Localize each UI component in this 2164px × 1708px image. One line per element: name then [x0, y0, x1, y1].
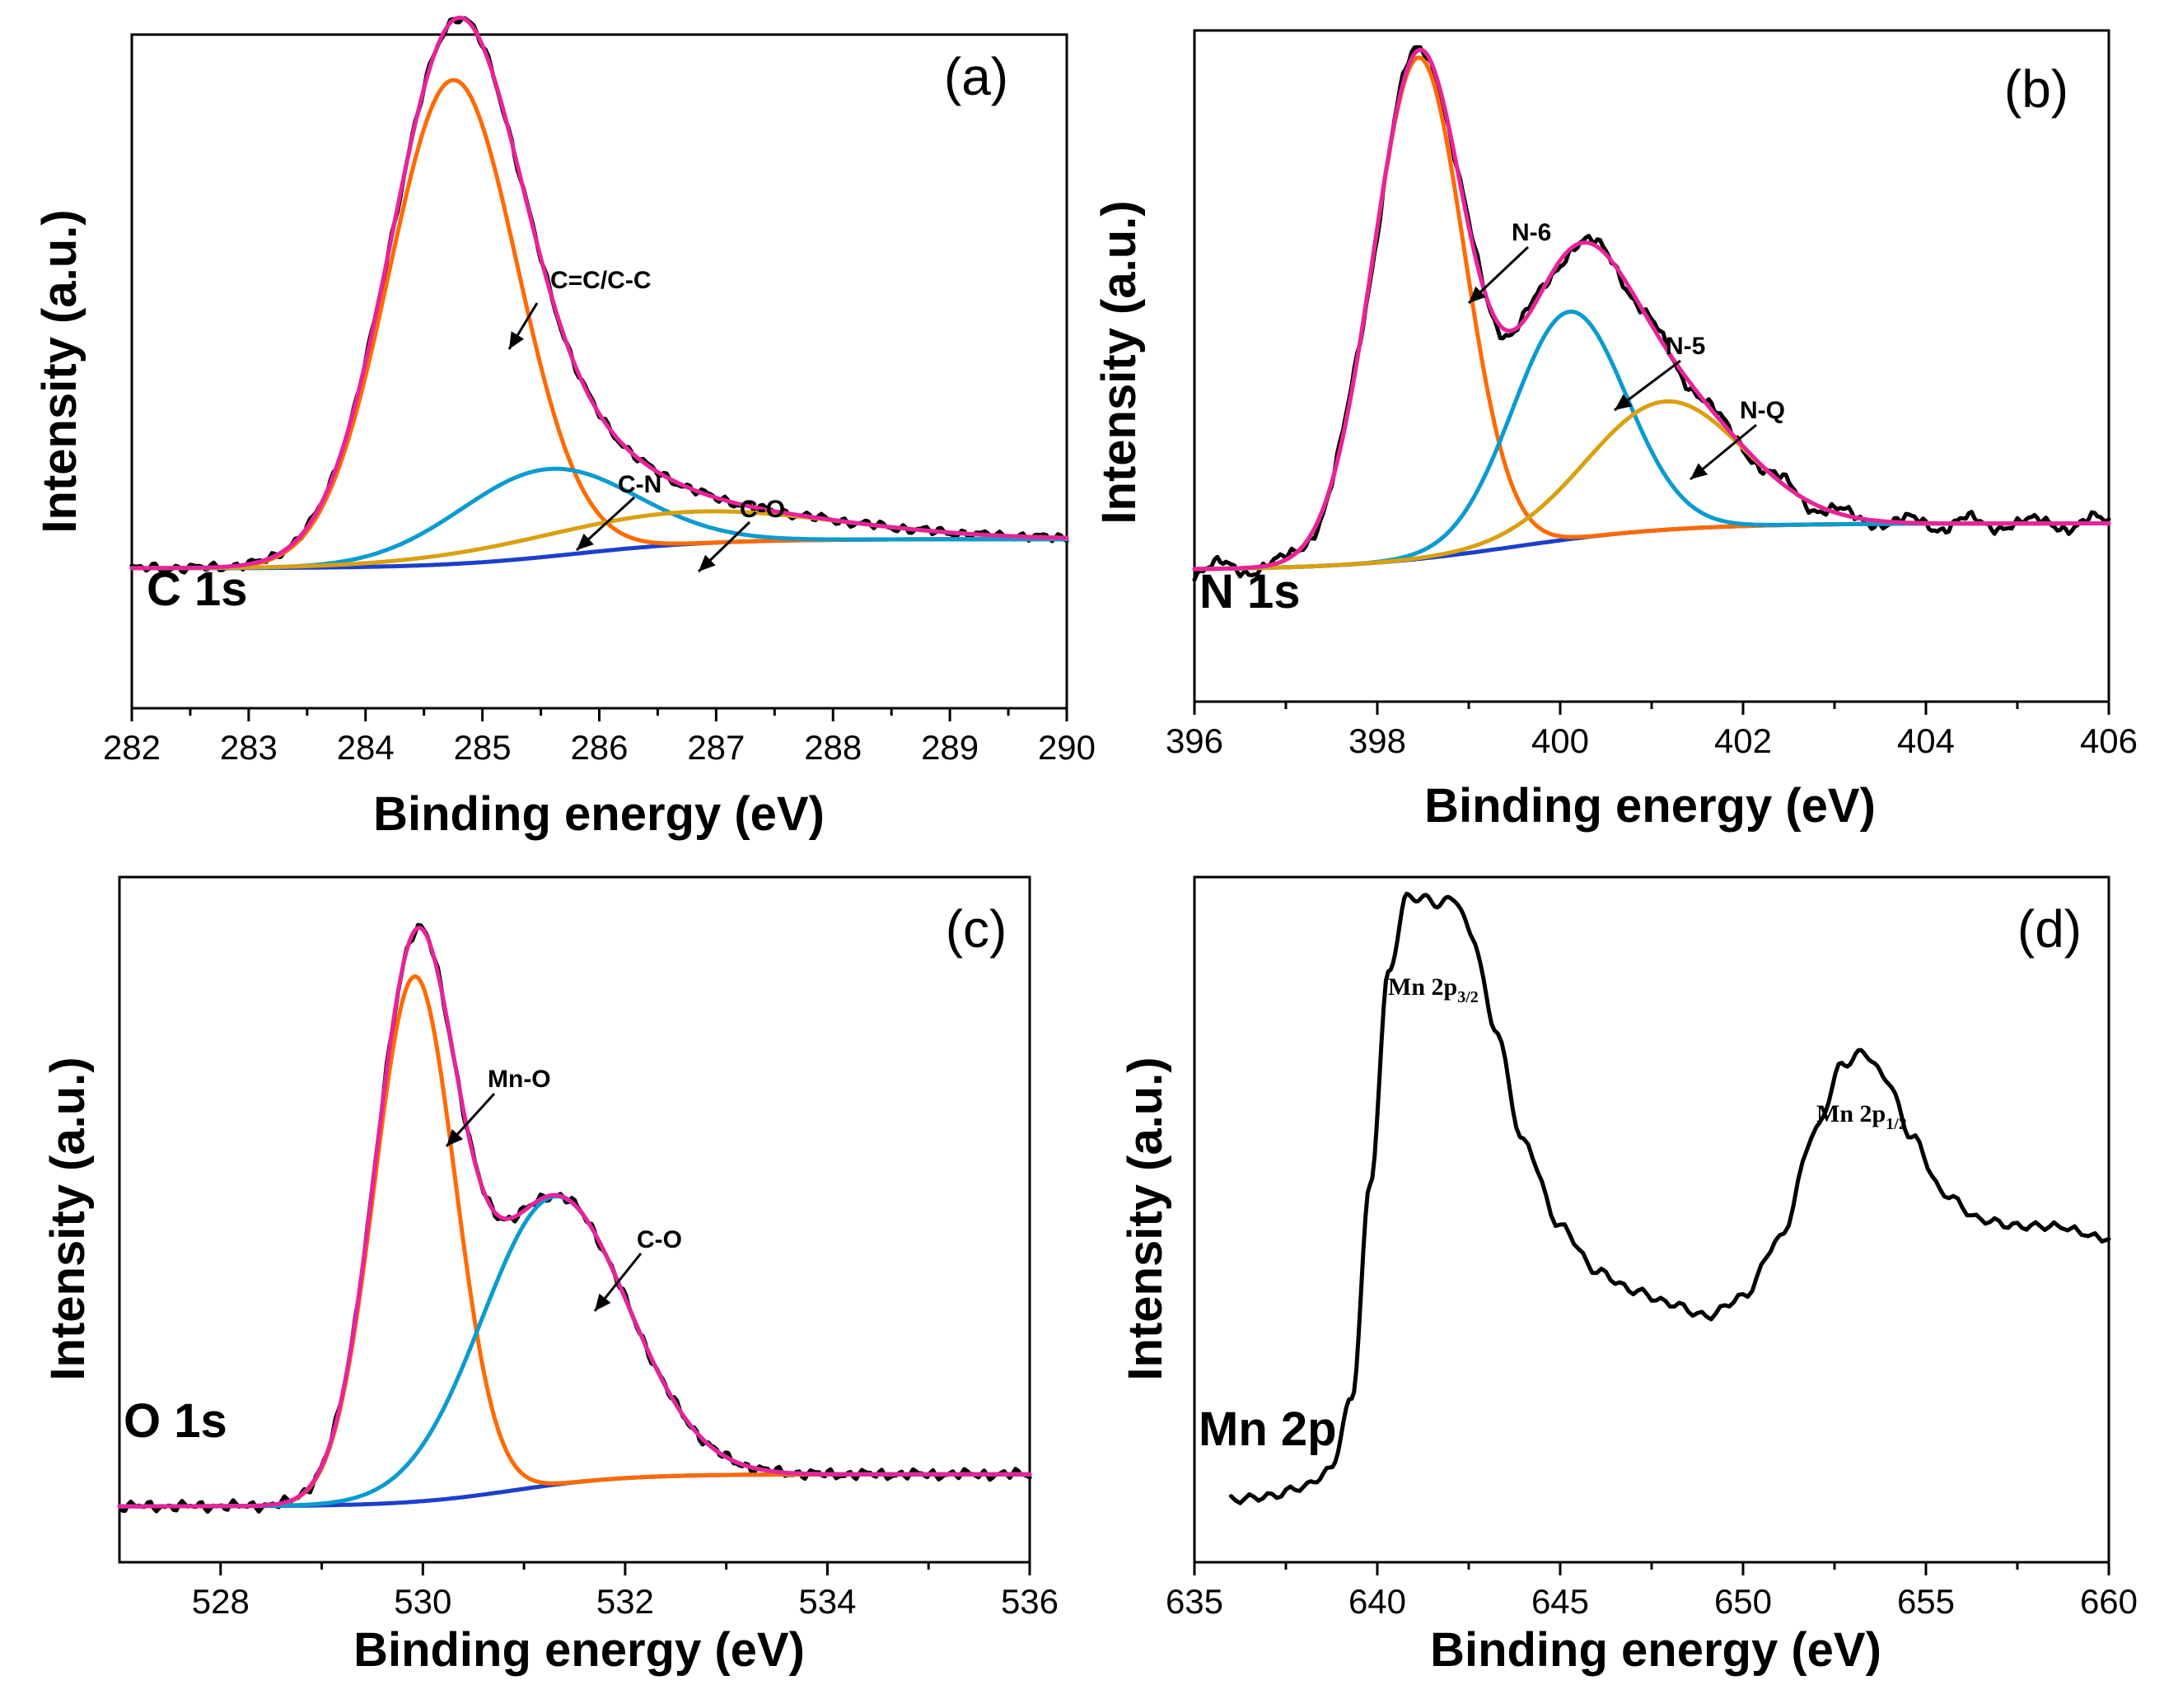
panel-a-annotation-c-c: C=C/C-C: [550, 267, 652, 294]
panel-b-annotation-n6: N-6: [1512, 219, 1551, 246]
panel-c-component-curve-2: [117, 1194, 1032, 1509]
panel-b-annotation-arrowhead: [1469, 286, 1486, 303]
panel-d-tick-label: 640: [1348, 1582, 1406, 1621]
panel-d-x-axis-label: Binding energy (eV): [1430, 1623, 1881, 1677]
panel-b-component-curve-1: [1192, 55, 2111, 572]
panel-b-envelope-curve: [1192, 47, 2111, 572]
panel-a-envelope-curve: [129, 15, 1069, 571]
panel-a-y-axis-label: Intensity (a.u.): [33, 209, 86, 533]
panel-a-tick-labels: 282 283 284 285 286 287 288 289 290: [103, 728, 1096, 767]
panel-d-mn2p-curve: [1228, 891, 2111, 1505]
panel-d-annotation-mn2p12: Mn 2p1/2: [1816, 1100, 1907, 1133]
panel-b-n1s: (b) N 1s Binding energy (eV) Intensity (…: [1092, 29, 2138, 833]
panel-a-tick-label: 289: [921, 728, 979, 767]
panel-c-tick-labels: 528 530 532 534 536: [192, 1582, 1059, 1621]
panel-b-tick-label: 404: [1897, 721, 1955, 760]
panel-d-annotation-mn2p32: Mn 2p3/2: [1388, 973, 1479, 1006]
panel-a-letter: (a): [944, 47, 1008, 106]
panel-a-annotation-arrowhead: [577, 533, 594, 550]
panel-b-frame: [1193, 29, 2110, 703]
panel-a-raw-curve: [129, 16, 1069, 575]
panel-c-tick-label: 536: [1001, 1582, 1059, 1621]
panel-a-c1s: (a) C 1s Binding energy (eV) Intensity (…: [33, 15, 1096, 841]
panel-c-background-curve: [117, 1472, 1032, 1509]
panel-c-annotations: Mn-O C-O: [445, 1066, 682, 1312]
panel-a-curves: [129, 15, 1069, 575]
panel-a-annotation-c-o: C-O: [740, 496, 785, 523]
panel-d-curves: [1228, 891, 2111, 1505]
panel-b-tick-label: 406: [2080, 721, 2138, 760]
panel-b-x-axis-label: Binding energy (eV): [1424, 779, 1876, 833]
panel-c-tick-label: 528: [192, 1582, 250, 1621]
panel-c-ticks: [219, 1562, 1031, 1575]
panel-d-ticks: [1193, 1562, 2110, 1575]
panel-c-tick-label: 534: [798, 1582, 856, 1621]
mn2p12-sub: 1/2: [1886, 1115, 1907, 1133]
panel-b-annotations: N-6 N-5 N-Q: [1467, 219, 1785, 481]
panel-a-component-curve-1: [129, 77, 1069, 571]
panel-d-tick-label: 650: [1714, 1582, 1772, 1621]
panel-b-ticks: [1193, 702, 2110, 715]
panel-c-x-axis-label: Binding energy (eV): [353, 1623, 805, 1677]
panel-a-x-axis-label: Binding energy (eV): [373, 787, 825, 841]
mn2p32-sub: 3/2: [1457, 988, 1479, 1006]
panel-c-component-curve-1: [117, 974, 1032, 1509]
panel-a-tick-label: 282: [103, 728, 161, 767]
panel-d-tick-labels: 635 640 645 650 655 660: [1166, 1582, 2138, 1621]
panel-d-tick-label: 645: [1531, 1582, 1589, 1621]
panel-c-o1s: (c) O 1s Binding energy (eV) Intensity (…: [41, 875, 1059, 1677]
panel-a-annotation-c-n: C-N: [618, 471, 661, 498]
panel-c-raw-curve: [117, 922, 1032, 1514]
panel-a-tick-label: 283: [220, 728, 278, 767]
panel-b-tick-label: 402: [1714, 721, 1772, 760]
panel-c-annotation-arrowhead: [446, 1129, 464, 1146]
panel-d-mn2p: (d) Mn 2p Binding energy (eV) Intensity …: [1119, 875, 2138, 1677]
panel-a-annotations: C=C/C-C C-N C-O: [507, 267, 785, 573]
panel-b-tick-label: 398: [1348, 721, 1406, 760]
panel-a-tick-label: 284: [337, 728, 395, 767]
panel-b-tick-label: 400: [1531, 721, 1589, 760]
panel-d-tick-label: 660: [2080, 1582, 2138, 1621]
panel-b-annotation-nq: N-Q: [1740, 397, 1785, 424]
panel-b-annotation-arrowhead: [1615, 394, 1633, 410]
panel-b-curves: [1192, 44, 2111, 582]
panel-a-tick-label: 285: [454, 728, 512, 767]
panel-c-envelope-curve: [117, 926, 1032, 1509]
panel-b-tick-labels: 396 398 400 402 404 406: [1166, 721, 2138, 760]
panel-b-letter: (b): [2004, 59, 2068, 119]
panel-b-tick-label: 396: [1166, 721, 1223, 760]
panel-a-tick-label: 287: [687, 728, 745, 767]
panel-a-tick-label: 288: [804, 728, 862, 767]
panel-b-annotation-arrowhead: [1690, 463, 1708, 479]
panel-a-ticks: [130, 708, 1068, 721]
panel-c-tick-label: 532: [596, 1582, 654, 1621]
panel-b-raw-curve: [1192, 44, 2111, 582]
panel-c-annotation-mn-o: Mn-O: [488, 1066, 551, 1093]
panel-c-frame: [118, 875, 1031, 1564]
panel-b-y-axis-label: Intensity (a.u.): [1092, 200, 1146, 524]
panel-a-tick-label: 290: [1038, 728, 1096, 767]
panel-c-tick-label: 530: [394, 1582, 451, 1621]
panel-c-element-label: O 1s: [124, 1394, 227, 1448]
mn2p12-main: Mn 2p: [1816, 1100, 1886, 1127]
panel-c-annotation-arrowhead: [595, 1293, 611, 1311]
panel-d-element-label: Mn 2p: [1199, 1402, 1337, 1456]
panel-d-y-axis-label: Intensity (a.u.): [1119, 1057, 1172, 1380]
panel-d-tick-label: 655: [1897, 1582, 1955, 1621]
panel-c-y-axis-label: Intensity (a.u.): [41, 1057, 95, 1380]
panel-a-tick-label: 286: [570, 728, 628, 767]
panel-d-annotations: Mn 2p3/2 Mn 2p1/2: [1388, 973, 1907, 1133]
mn2p32-main: Mn 2p: [1388, 973, 1457, 1001]
panel-a-annotation-arrowhead: [509, 331, 525, 349]
panel-c-annotation-c-o: C-O: [637, 1226, 682, 1253]
panel-d-letter: (d): [2017, 899, 2082, 959]
panel-a-frame: [130, 33, 1068, 710]
panel-c-letter: (c): [946, 899, 1007, 959]
panel-d-tick-label: 635: [1166, 1582, 1223, 1621]
panel-a-annotation-arrowhead: [699, 554, 716, 572]
panel-b-annotation-n5: N-5: [1666, 333, 1705, 360]
panel-d-frame: [1193, 875, 2110, 1564]
panel-c-curves: [117, 922, 1032, 1514]
